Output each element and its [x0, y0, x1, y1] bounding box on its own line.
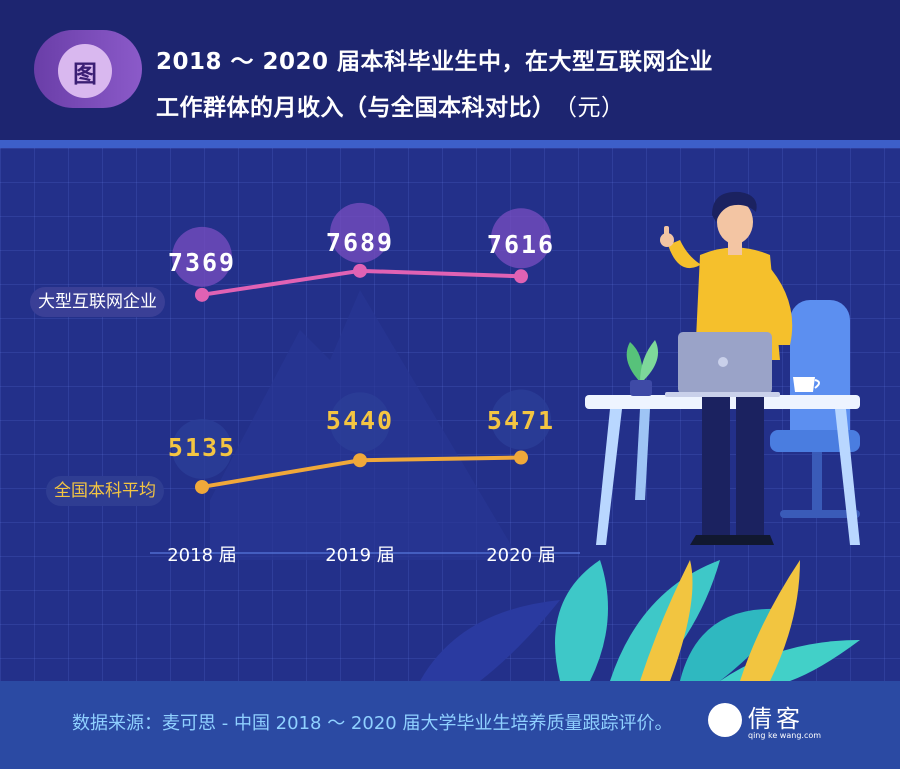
watermark-icon	[708, 703, 742, 737]
value-halo-1-2	[491, 389, 551, 450]
figure-badge-label: 图	[58, 44, 112, 98]
person-illustration	[660, 191, 793, 545]
data-point-1-1	[353, 453, 367, 468]
chair-icon	[770, 300, 860, 518]
series-label-national: 全国本科平均	[46, 476, 164, 506]
data-point-1-2	[514, 450, 528, 465]
x-tick-label-2020: 2020 届	[486, 545, 556, 566]
title-line-2-text: 工作群体的月收入（与全国本科对比）	[156, 95, 556, 121]
value-label-national-2018: 5135	[167, 433, 237, 462]
data-point-0-2	[514, 269, 528, 284]
value-label-national-2020: 5471	[486, 406, 556, 435]
footer: 数据来源：麦可思 - 中国 2018 ～ 2020 届大学毕业生培养质量跟踪评价…	[0, 681, 900, 769]
plant-icon	[626, 340, 659, 396]
value-label-internet-2018: 7369	[167, 248, 237, 277]
title-line-1: 2018 ～ 2020 届本科毕业生中，在大型互联网企业	[156, 49, 714, 75]
watermark-text: 倩客	[748, 705, 804, 733]
header-divider	[0, 140, 900, 148]
x-tick-label-2019: 2019 届	[325, 545, 395, 566]
value-label-internet-2019: 7689	[325, 228, 395, 257]
watermark-subtext: qing ke wang.com	[748, 731, 822, 740]
value-label-internet-2020: 7616	[486, 230, 556, 259]
cup-icon	[793, 377, 820, 392]
title-line-2: 工作群体的月收入（与全国本科对比） （元）	[156, 88, 625, 122]
desk-icon	[585, 395, 860, 545]
header: 图 2018 ～ 2020 届本科毕业生中，在大型互联网企业 工作群体的月收入（…	[0, 0, 900, 140]
data-point-1-0	[195, 479, 209, 494]
source-note: 数据来源：麦可思 - 中国 2018 ～ 2020 届大学毕业生培养质量跟踪评价…	[72, 713, 673, 734]
data-point-0-1	[353, 263, 367, 278]
watermark-logo: 倩客 qing ke wang.com	[708, 699, 838, 749]
value-halo-0-0	[172, 226, 232, 287]
data-point-0-0	[195, 287, 209, 302]
value-halo-0-1	[330, 202, 390, 263]
chart-area	[0, 148, 900, 681]
laptop-icon	[665, 332, 780, 397]
leaf-decoration-icon	[420, 560, 860, 681]
unit-label: （元）	[565, 95, 625, 121]
value-halo-1-1	[330, 392, 390, 453]
value-halo-0-2	[491, 208, 551, 269]
value-label-national-2019: 5440	[325, 406, 395, 435]
x-tick-label-2018: 2018 届	[167, 545, 237, 566]
series-label-internet: 大型互联网企业	[30, 287, 165, 317]
value-halo-1-0	[172, 418, 232, 479]
